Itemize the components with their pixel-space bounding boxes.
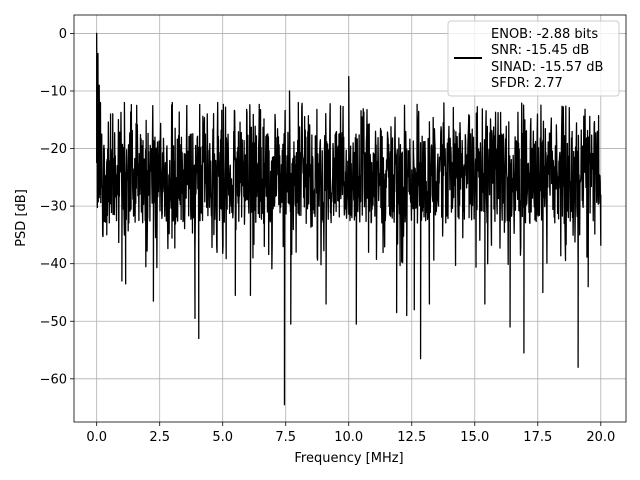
legend: ENOB: -2.88 bits SNR: -15.45 dB SINAD: -… <box>447 20 620 97</box>
x-tick-label: 0.0 <box>86 430 107 445</box>
psd-series-line <box>96 32 602 406</box>
x-axis-label: Frequency [MHz] <box>294 451 403 466</box>
x-tick-label: 15.0 <box>460 430 489 445</box>
legend-entry-enob: ENOB: -2.88 bits <box>491 27 598 42</box>
y-tick-label: −40 <box>40 257 67 272</box>
x-tick-label: 20.0 <box>586 430 615 445</box>
x-tick-label: 5.0 <box>212 430 233 445</box>
legend-entry-snr: SNR: -15.45 dB <box>491 43 589 58</box>
legend-entry-sfdr: SFDR: 2.77 <box>491 76 563 91</box>
y-tick-label: −50 <box>40 315 67 330</box>
tick-layer: 0.0 2.5 5.0 7.5 10.0 12.5 15.0 17.5 20.0 0 −10 −20 −… <box>40 27 616 445</box>
x-tick-label: 17.5 <box>523 430 552 445</box>
y-axis-label: PSD [dB] <box>14 189 29 247</box>
plot-frame <box>73 14 627 423</box>
y-tick-label: −10 <box>40 84 67 99</box>
legend-entry-sinad: SINAD: -15.57 dB <box>491 60 603 75</box>
y-tick-label: −20 <box>40 142 67 157</box>
y-tick-label: −30 <box>40 200 67 215</box>
x-tick-label: 2.5 <box>149 430 170 445</box>
x-tick-label: 12.5 <box>397 430 426 445</box>
y-tick-label: −60 <box>40 372 67 387</box>
legend-box <box>447 20 620 97</box>
series-layer <box>96 32 602 406</box>
x-tick-label: 10.0 <box>334 430 363 445</box>
y-tick-label: 0 <box>59 27 67 42</box>
x-tick-label: 7.5 <box>275 430 296 445</box>
